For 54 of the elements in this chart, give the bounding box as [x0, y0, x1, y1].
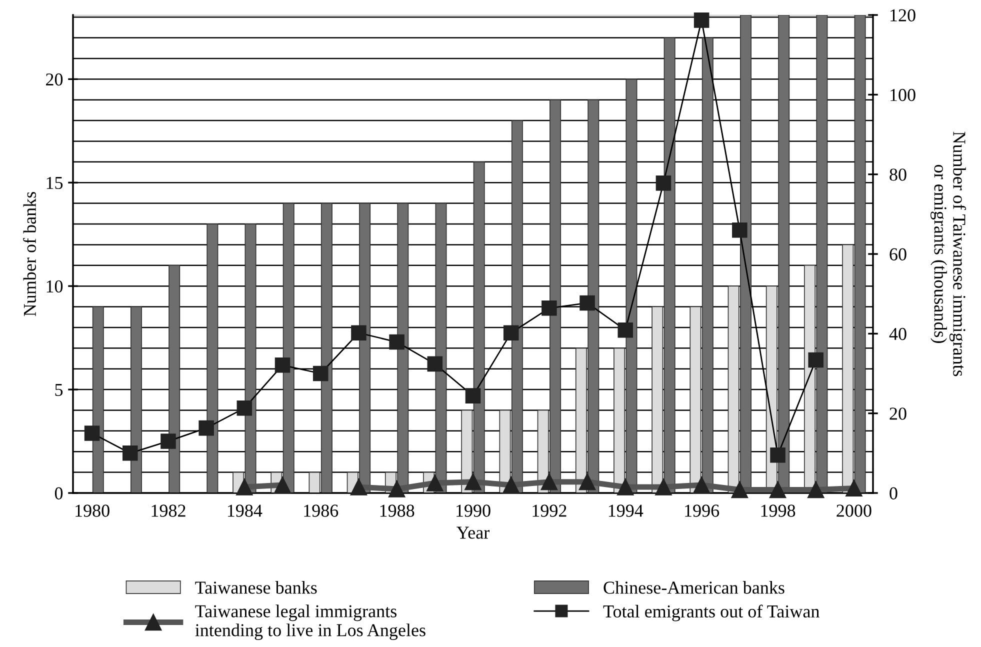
point: [427, 356, 443, 372]
x-tick-label: 1992: [532, 504, 566, 517]
y2-tick-label: 120: [890, 9, 916, 22]
point: [84, 426, 100, 441]
x-tick-label: 1994: [608, 504, 644, 517]
x-tick-label: 1980: [76, 504, 110, 517]
x-axis-title: Year: [456, 526, 490, 539]
legend-label: Taiwanese legal immigrants intending to live in Los Angeles: [195, 604, 426, 640]
point: [351, 325, 366, 341]
bar: [206, 224, 218, 493]
x-tick-label: 1986: [304, 504, 338, 517]
bar: [92, 306, 104, 493]
y2-tick-label: 60: [890, 248, 906, 260]
point: [503, 325, 519, 341]
point: [618, 322, 634, 338]
point: [312, 366, 328, 382]
point: [389, 334, 404, 350]
point: [160, 434, 176, 449]
x-tick-label: 1984: [228, 504, 262, 517]
point: [808, 352, 824, 368]
x-tick-label: 1982: [152, 504, 186, 517]
x-tick-label: 1988: [380, 504, 414, 517]
legend-label: Taiwanese banks: [195, 581, 317, 594]
y2-tick-label: 80: [890, 168, 906, 181]
x-tick-label: 2000: [836, 504, 872, 517]
bar: [168, 264, 180, 493]
point: [770, 448, 786, 463]
x-tick-label: 1990: [456, 504, 490, 517]
y2-tick-label: 100: [890, 88, 916, 102]
y2-axis-title: Number of Taiwanese immigrants or emigrants (thousands): [930, 132, 966, 376]
point: [122, 446, 138, 461]
point: [732, 222, 748, 238]
y2-tick-label: 40: [889, 328, 906, 340]
y-tick-label: 20: [46, 73, 63, 86]
legend-label: Total emigrants out of Taiwan: [603, 604, 820, 622]
point: [656, 175, 672, 191]
x-tick-label: 1998: [761, 504, 796, 517]
bar: [130, 306, 142, 493]
y2-tick-label: 20: [890, 408, 906, 420]
point: [465, 388, 481, 404]
y2-tick-label: 0: [890, 487, 898, 500]
y-tick-label: 15: [46, 176, 63, 190]
y-tick-label: 5: [55, 384, 63, 396]
y-axis-title: Number of banks: [23, 192, 36, 316]
point: [580, 295, 595, 311]
point: [274, 357, 290, 373]
point: [236, 400, 252, 416]
x-tick-label: 1996: [685, 504, 720, 517]
y-tick-label: 0: [54, 487, 63, 500]
y-tick-label: 10: [46, 280, 63, 293]
point: [198, 420, 214, 436]
point: [542, 300, 557, 316]
legend-label: Chinese-American banks: [604, 581, 784, 594]
point: [694, 12, 710, 28]
